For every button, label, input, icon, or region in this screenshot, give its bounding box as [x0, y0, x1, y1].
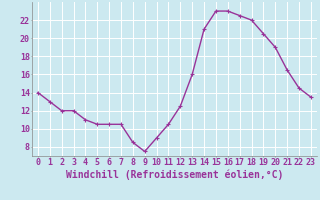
X-axis label: Windchill (Refroidissement éolien,°C): Windchill (Refroidissement éolien,°C) — [66, 170, 283, 180]
